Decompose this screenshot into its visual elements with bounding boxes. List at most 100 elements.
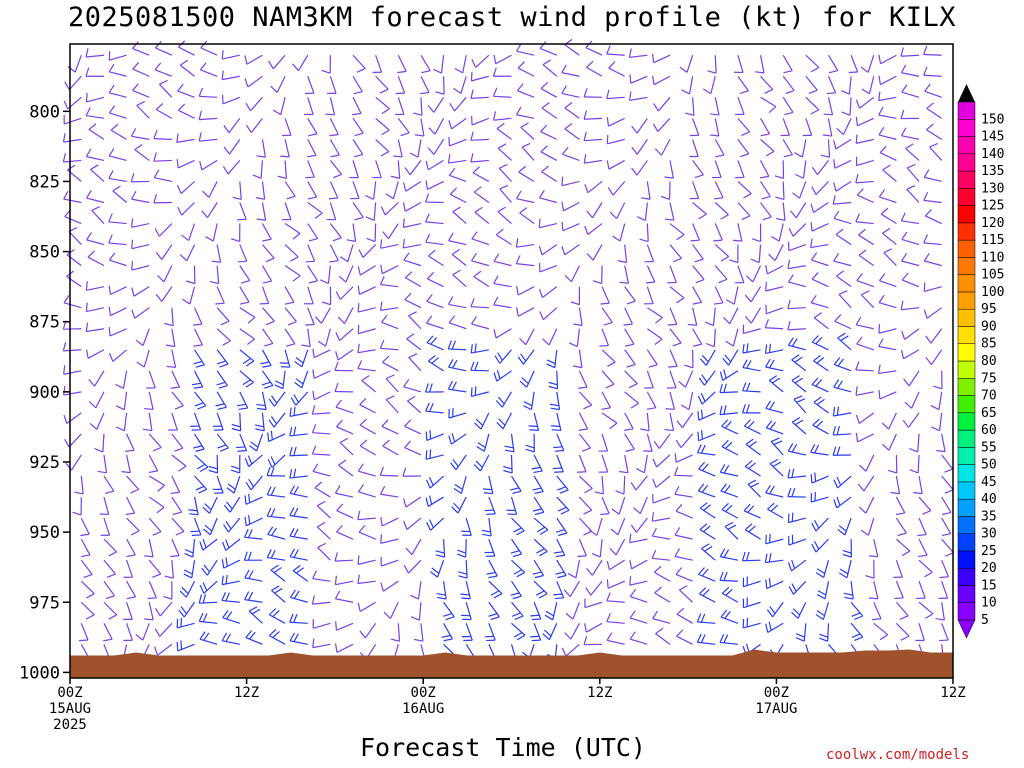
wind-barb [163, 581, 173, 600]
wind-barb [451, 248, 467, 267]
wind-barb [284, 328, 296, 347]
wind-barb [178, 601, 196, 618]
wind-barb [430, 559, 445, 578]
wind-barb [788, 241, 807, 252]
wind-barb [420, 54, 431, 74]
wind-barb [186, 265, 196, 285]
wind-barb [492, 87, 512, 98]
wind-barb [85, 281, 105, 291]
wind-barb [669, 328, 682, 347]
wind-barb [606, 559, 626, 571]
wind-barb [667, 265, 677, 284]
wind-barb [337, 307, 354, 324]
wind-barb [244, 54, 263, 65]
wind-barb [221, 574, 240, 586]
wind-barb [404, 440, 422, 456]
wind-barb [452, 206, 467, 224]
wind-barb [640, 412, 650, 432]
wind-barb [754, 55, 765, 74]
wind-barb [692, 244, 704, 263]
wind-barb [304, 76, 315, 95]
colorbar-label: 60 [981, 423, 997, 438]
wind-barb [256, 139, 266, 158]
wind-barb [834, 314, 852, 330]
wind-barb [684, 349, 694, 369]
wind-barb [425, 402, 444, 414]
colorbar-segment [957, 343, 976, 362]
wind-barb [108, 63, 127, 77]
wind-barb [334, 361, 354, 372]
wind-barb [63, 295, 82, 309]
wind-barb [714, 244, 730, 262]
wind-barb [277, 160, 287, 179]
wind-barb [878, 294, 897, 309]
wind-barb [539, 307, 558, 321]
wind-barb [148, 475, 166, 492]
wind-barb [600, 286, 610, 305]
wind-barb [86, 232, 105, 246]
wind-barb [697, 430, 716, 442]
wind-barb [624, 412, 634, 431]
colorbar-label: 55 [981, 440, 997, 455]
wind-barb [878, 106, 897, 119]
wind-barb [586, 244, 603, 261]
wind-barb [771, 223, 784, 242]
wind-barb [840, 76, 852, 95]
wind-barb [317, 328, 331, 347]
wind-barb [484, 623, 496, 642]
wind-barb [380, 517, 399, 527]
wind-barb [833, 253, 852, 267]
wind-barb [461, 602, 472, 621]
wind-barb [909, 454, 920, 474]
wind-barb [352, 54, 366, 73]
wind-barb [878, 91, 897, 102]
wind-barb [470, 89, 489, 100]
wind-barb [833, 379, 852, 393]
wind-barb [239, 265, 251, 284]
wind-barb [171, 454, 187, 472]
wind-barb [775, 181, 785, 201]
wind-barb [564, 38, 580, 56]
colorbar-label: 110 [981, 250, 1004, 265]
colorbar-label: 65 [981, 406, 997, 421]
wind-barb [583, 635, 603, 646]
wind-barb [486, 559, 498, 579]
wind-barb [787, 337, 806, 351]
wind-barb [552, 454, 564, 473]
wind-barb [131, 286, 150, 297]
wind-barb [385, 374, 399, 393]
wind-barb [131, 307, 150, 319]
wind-barb [629, 74, 648, 84]
wind-barb [63, 96, 82, 110]
wind-barb [810, 222, 829, 232]
wind-barb [855, 361, 874, 372]
wind-barb [230, 223, 241, 243]
wind-barb [382, 439, 399, 456]
wind-barb [448, 232, 467, 246]
wind-barb [314, 481, 331, 498]
wind-barb [248, 606, 263, 624]
wind-barb [289, 548, 308, 561]
wind-barb [918, 538, 928, 558]
wind-barb [822, 118, 833, 137]
wind-barb [705, 328, 716, 348]
wind-barb [646, 391, 657, 410]
wind-barb [165, 328, 176, 348]
wind-barb [842, 539, 852, 558]
wind-barb [577, 538, 587, 558]
wind-barb [676, 607, 693, 624]
wind-barb [237, 202, 247, 221]
wind-barb [865, 560, 875, 579]
wind-barb [652, 117, 671, 132]
wind-barb [701, 543, 716, 561]
wind-barb [254, 412, 265, 432]
wind-barb [760, 181, 771, 200]
wind-barb [872, 602, 882, 621]
wind-barb [243, 551, 263, 561]
wind-barb [379, 466, 399, 477]
wind-barb [924, 83, 942, 98]
colorbar: 5 10 15 20 25 30 35 40 45 50 55 60 65 70 75 80 85 90 95 100… [957, 84, 1004, 639]
wind-barb [901, 231, 920, 246]
colorbar-label: 30 [981, 527, 997, 542]
wind-barb [578, 433, 592, 452]
